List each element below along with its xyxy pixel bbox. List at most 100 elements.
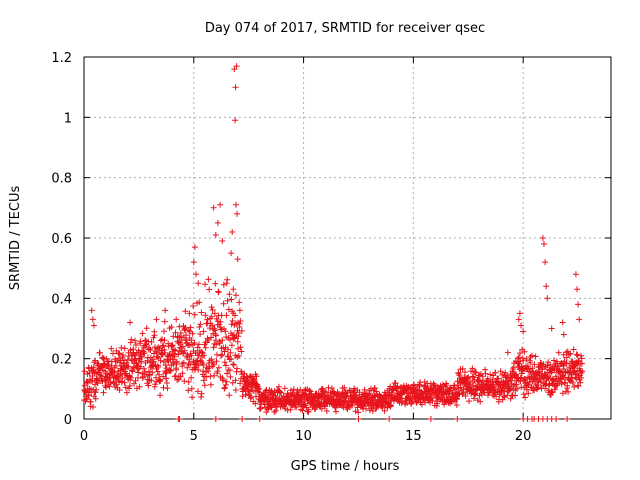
data-point (341, 384, 348, 391)
data-point (205, 276, 212, 283)
data-point (121, 379, 128, 386)
data-point (525, 390, 532, 397)
data-point (236, 299, 243, 306)
data-point (563, 360, 570, 367)
data-point (206, 364, 213, 371)
data-point (87, 398, 94, 405)
axis-ticks (83, 56, 611, 420)
data-point (230, 286, 237, 293)
data-point (220, 377, 227, 384)
data-point (94, 380, 101, 387)
data-point (323, 408, 330, 414)
data-point (100, 389, 107, 396)
data-point (227, 373, 234, 380)
data-point (102, 368, 108, 375)
data-point (228, 250, 235, 257)
data-point (111, 380, 117, 387)
data-point (328, 385, 335, 392)
data-point (512, 392, 519, 399)
data-point (548, 325, 555, 332)
data-point (177, 373, 184, 380)
data-point (212, 232, 219, 238)
data-point (173, 316, 180, 323)
data-point (476, 372, 483, 379)
data-point (155, 344, 162, 351)
data-point (148, 377, 155, 384)
data-point (234, 210, 240, 217)
data-point (567, 350, 574, 357)
data-point (523, 356, 530, 362)
data-point (83, 396, 90, 403)
data-point (143, 341, 150, 348)
data-point (577, 379, 584, 386)
data-points (81, 63, 586, 422)
data-point (173, 366, 180, 373)
data-point (179, 343, 186, 350)
data-point (220, 300, 227, 307)
data-point (272, 407, 279, 414)
data-point (157, 357, 164, 364)
data-point (394, 383, 401, 390)
data-point (487, 371, 494, 378)
data-point (200, 368, 207, 375)
data-point (201, 352, 207, 359)
data-point (141, 350, 148, 357)
data-point (222, 381, 229, 388)
data-point (116, 378, 123, 385)
data-point (238, 327, 245, 334)
data-point (553, 416, 560, 422)
data-point (209, 306, 216, 313)
y-tick-label: 0.4 (51, 292, 72, 307)
data-point (569, 379, 576, 386)
data-point (573, 351, 580, 358)
data-point (92, 389, 99, 396)
data-point (233, 292, 239, 299)
data-point (234, 256, 241, 263)
data-point (185, 379, 192, 385)
data-point (218, 352, 225, 359)
data-point (90, 404, 96, 410)
data-point (181, 347, 188, 354)
data-point (560, 366, 567, 372)
data-point (234, 338, 241, 345)
data-point (575, 301, 582, 308)
data-point (92, 357, 99, 364)
data-point (213, 341, 220, 348)
data-point (92, 395, 99, 402)
x-tick-label: 10 (295, 429, 312, 444)
data-point (214, 351, 220, 358)
data-point (232, 377, 239, 384)
data-point (186, 310, 193, 317)
data-point (137, 363, 144, 370)
data-point (516, 310, 523, 317)
data-point (186, 356, 193, 363)
data-point (123, 389, 130, 396)
y-tick-label: 0.6 (51, 232, 72, 247)
data-point (497, 368, 504, 375)
data-point (161, 337, 168, 344)
data-point (568, 358, 575, 365)
data-point (253, 373, 260, 380)
data-point (224, 297, 231, 304)
data-point (469, 365, 476, 372)
data-point (431, 382, 438, 389)
data-point (482, 370, 489, 377)
data-point (518, 322, 524, 329)
data-point (571, 383, 578, 390)
data-point (170, 346, 177, 353)
data-point (371, 385, 378, 392)
data-point (212, 416, 219, 422)
data-point (188, 352, 195, 359)
data-point (178, 333, 185, 340)
data-point (578, 352, 584, 359)
data-point (97, 372, 104, 378)
data-point (222, 384, 228, 391)
data-point (572, 271, 579, 278)
data-point (174, 358, 180, 365)
data-point (151, 332, 158, 339)
data-point (233, 201, 239, 208)
data-point (190, 259, 197, 266)
data-point (518, 370, 525, 377)
data-point (495, 375, 502, 382)
data-point (216, 321, 223, 328)
